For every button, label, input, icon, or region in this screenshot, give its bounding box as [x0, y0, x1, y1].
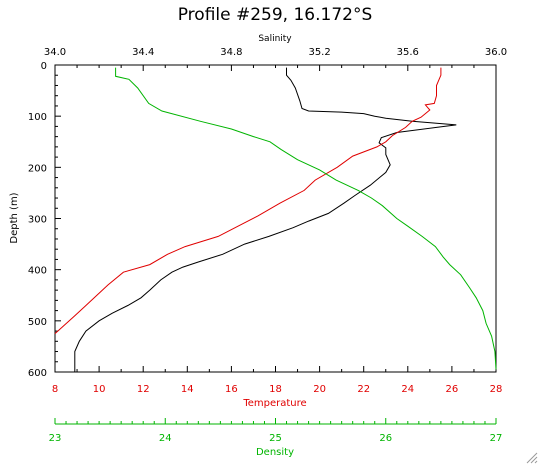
temperature-tick-label: 16 [225, 384, 238, 395]
depth-tick-label: 300 [28, 215, 47, 226]
density-tick-label: 25 [269, 433, 282, 444]
salinity-tick-label: 34.8 [220, 47, 242, 58]
chart-title: Profile #259, 16.172°S [178, 5, 373, 25]
density-tick-label: 23 [49, 433, 62, 444]
resize-grip-icon[interactable] [524, 450, 538, 464]
density-tick-label: 24 [159, 433, 172, 444]
density-tick-label: 26 [379, 433, 392, 444]
depth-axis-label: Depth (m) [9, 192, 20, 243]
temperature-tick-label: 10 [93, 384, 106, 395]
temperature-tick-label: 28 [490, 384, 503, 395]
axis-ticks: 0 100 200 300 400 500 600 34.0 34.4 34.8 35.2 35.6 3… [28, 47, 507, 444]
temperature-axis-label: Temperature [242, 398, 306, 409]
depth-tick-label: 600 [28, 368, 47, 379]
temperature-tick-label: 8 [52, 384, 58, 395]
series-lines [54, 67, 497, 372]
salinity-tick-label: 36.0 [485, 47, 507, 58]
temperature-tick-label: 14 [181, 384, 194, 395]
temperature-tick-label: 12 [137, 384, 150, 395]
salinity-axis-label: Salinity [258, 34, 292, 44]
density-line [115, 67, 497, 370]
temperature-line [54, 67, 442, 334]
temperature-tick-label: 24 [401, 384, 414, 395]
temperature-tick-label: 22 [357, 384, 370, 395]
salinity-line [74, 67, 457, 372]
temperature-tick-label: 20 [313, 384, 326, 395]
depth-tick-label: 200 [28, 163, 47, 174]
temperature-tick-label: 18 [269, 384, 282, 395]
salinity-tick-label: 35.6 [397, 47, 419, 58]
salinity-tick-label: 34.4 [132, 47, 154, 58]
salinity-tick-label: 34.0 [44, 47, 66, 58]
depth-tick-label: 100 [28, 112, 47, 123]
plot-frame [54, 64, 497, 373]
density-tick-label: 27 [490, 433, 503, 444]
depth-tick-label: 400 [28, 266, 47, 277]
depth-tick-label: 500 [28, 317, 47, 328]
salinity-tick-label: 35.2 [308, 47, 330, 58]
density-axis-label: Density [256, 447, 294, 458]
temperature-tick-label: 26 [446, 384, 459, 395]
depth-tick-label: 0 [41, 61, 47, 72]
